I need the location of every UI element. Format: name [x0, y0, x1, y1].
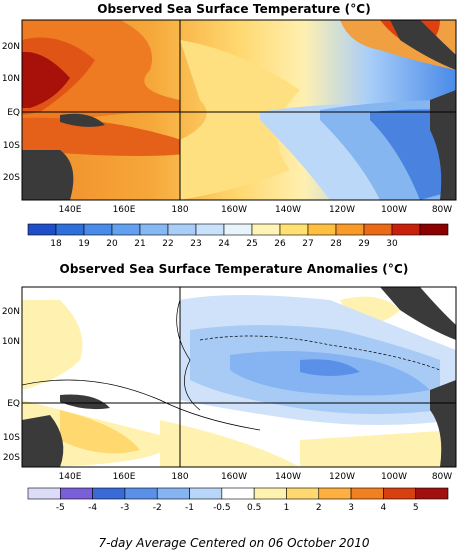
anomaly-lon-label: 180	[171, 472, 188, 482]
anomaly-colorbar-swatch	[156, 487, 190, 500]
sst-colorbar-swatch	[279, 223, 309, 236]
anomaly-lat-ticks: 20N 10N EQ 10S 20S	[2, 307, 20, 463]
anomaly-lon-label: 140E	[59, 472, 82, 482]
anomaly-colorbar-label: 1	[284, 503, 290, 513]
sst-lon-label: 140W	[275, 205, 301, 215]
sst-colorbar-label: 25	[246, 239, 257, 249]
anomaly-colorbar-swatch	[350, 487, 384, 500]
sst-lon-label: 140E	[59, 205, 82, 215]
sst-colorbar-label: 27	[302, 239, 313, 249]
sst-title: Observed Sea Surface Temperature (°C)	[97, 2, 371, 16]
sst-colorbar-label: 23	[190, 239, 201, 249]
sst-colorbar-swatch	[223, 223, 253, 236]
sst-lon-label: 80W	[432, 205, 452, 215]
sst-lat-label: EQ	[7, 108, 20, 118]
sst-map-frame	[21, 19, 457, 201]
anomaly-colorbar-label: -5	[56, 503, 65, 513]
anomaly-colorbar-label: -3	[120, 503, 129, 513]
sst-lon-label: 100W	[381, 205, 407, 215]
anomaly-colorbar-swatch	[221, 487, 255, 500]
sst-colorbar-swatch	[251, 223, 281, 236]
sst-colorbar-swatch	[363, 223, 393, 236]
sst-colorbar-swatch	[419, 223, 449, 236]
anomaly-colorbar-swatch	[318, 487, 352, 500]
anomaly-colorbar-swatch	[286, 487, 320, 500]
anomaly-colorbar-swatch	[253, 487, 287, 500]
sst-colorbar-swatch	[83, 223, 113, 236]
anomaly-lon-label: 160W	[221, 472, 247, 482]
anomaly-lat-label: 10N	[2, 337, 20, 347]
anomaly-map-frame	[21, 286, 457, 468]
sst-lat-label: 10S	[3, 141, 20, 151]
anomaly-title: Observed Sea Surface Temperature Anomali…	[59, 262, 409, 276]
anomaly-colorbar-label: 5	[413, 503, 419, 513]
sst-colorbar-labels: 18 19 20 21 22 23 24 25 26 27 28 29 30	[50, 239, 398, 249]
anomaly-colorbar-label: 2	[316, 503, 322, 513]
sst-colorbar-label: 24	[218, 239, 230, 249]
sst-colorbar-swatch	[307, 223, 337, 236]
anomaly-colorbar-swatch	[27, 487, 61, 500]
sst-colorbar-swatch	[111, 223, 141, 236]
sst-colorbar-label: 26	[274, 239, 286, 249]
anomaly-map	[22, 287, 456, 467]
sst-colorbar-swatch	[335, 223, 365, 236]
anomaly-lat-label: EQ	[7, 399, 20, 409]
anomaly-colorbar	[27, 487, 449, 500]
sst-lon-label: 120W	[329, 205, 355, 215]
sst-lat-label: 20N	[2, 42, 20, 52]
sst-colorbar-label: 20	[106, 239, 118, 249]
sst-colorbar-swatch	[195, 223, 225, 236]
sst-lat-label: 10N	[2, 74, 20, 84]
anomaly-lon-ticks: 140E 160E 180 160W 140W 120W 100W 80W	[59, 472, 453, 482]
anomaly-colorbar-label: 0.5	[247, 503, 261, 513]
sst-colorbar-swatch	[27, 223, 57, 236]
anomaly-lon-label: 100W	[381, 472, 407, 482]
anomaly-lat-label: 10S	[3, 433, 20, 443]
anomaly-colorbar-swatch	[383, 487, 416, 500]
sst-colorbar-label: 21	[134, 239, 145, 249]
sst-colorbar-swatch	[139, 223, 169, 236]
anomaly-colorbar-swatch	[124, 487, 158, 500]
anomaly-lat-label: 20N	[2, 307, 20, 317]
sst-lon-label: 160W	[221, 205, 247, 215]
sst-colorbar-label: 18	[50, 239, 62, 249]
sst-colorbar-swatch	[167, 223, 197, 236]
anomaly-lat-label: 20S	[3, 453, 20, 463]
sst-lon-label: 160E	[113, 205, 136, 215]
anomaly-lon-label: 160E	[113, 472, 136, 482]
sst-colorbar-swatch	[391, 223, 421, 236]
anomaly-colorbar-label: 4	[381, 503, 387, 513]
sst-map	[22, 20, 456, 200]
anomaly-colorbar-label: 3	[348, 503, 354, 513]
sst-lon-label: 180	[171, 205, 188, 215]
sst-lat-ticks: 20N 10N EQ 10S 20S	[2, 42, 20, 183]
anomaly-colorbar-label: -0.5	[213, 503, 231, 513]
sst-colorbar-label: 19	[78, 239, 90, 249]
anomaly-lon-label: 140W	[275, 472, 301, 482]
anomaly-colorbar-label: -4	[88, 503, 97, 513]
sst-colorbar	[27, 223, 449, 236]
sst-colorbar-label: 29	[358, 239, 370, 249]
sst-colorbar-swatch	[55, 223, 85, 236]
anomaly-colorbar-swatch	[189, 487, 223, 500]
sst-lat-label: 20S	[3, 173, 20, 183]
anomaly-colorbar-swatch	[92, 487, 126, 500]
anomaly-lon-label: 120W	[329, 472, 355, 482]
footer-caption: 7-day Average Centered on 06 October 201…	[98, 536, 370, 550]
sst-colorbar-label: 22	[162, 239, 173, 249]
anomaly-colorbar-swatch	[60, 487, 93, 500]
sst-lon-ticks: 140E 160E 180 160W 140W 120W 100W 80W	[59, 205, 453, 215]
anomaly-colorbar-label: -2	[153, 503, 162, 513]
anomaly-lon-label: 80W	[432, 472, 452, 482]
sst-colorbar-label: 30	[386, 239, 398, 249]
sst-colorbar-label: 28	[330, 239, 342, 249]
anomaly-colorbar-labels: -5 -4 -3 -2 -1 -0.5 0.5 1 2 3 4 5	[56, 503, 419, 513]
anomaly-colorbar-swatch	[415, 487, 449, 500]
anomaly-colorbar-label: -1	[185, 503, 194, 513]
